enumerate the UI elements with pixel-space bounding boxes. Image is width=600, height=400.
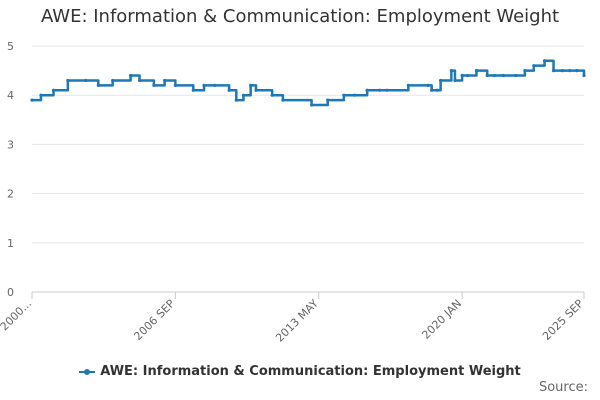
y-tick-label: 1 [7, 237, 14, 250]
y-tick-label: 4 [7, 89, 14, 102]
y-axis: 0 1 2 3 4 5 [7, 40, 14, 299]
data-point[interactable] [449, 69, 453, 73]
y-tick-label: 2 [7, 188, 14, 201]
data-point[interactable] [378, 88, 382, 92]
data-point[interactable] [385, 88, 389, 92]
data-point[interactable] [51, 88, 56, 92]
x-tick-label: 2000... [0, 297, 34, 333]
data-point[interactable] [309, 103, 314, 107]
legend-marker-icon [79, 368, 96, 375]
data-point[interactable] [281, 98, 285, 102]
data-point[interactable] [460, 73, 464, 78]
data-point[interactable] [30, 98, 34, 102]
data-point[interactable] [542, 59, 547, 63]
legend-label: AWE: Information & Communication: Employ… [100, 364, 521, 379]
data-point[interactable] [342, 93, 346, 97]
legend[interactable]: AWE: Information & Communication: Employ… [0, 364, 600, 379]
data-point[interactable] [575, 69, 579, 73]
data-point[interactable] [202, 83, 206, 87]
data-point[interactable] [551, 69, 556, 73]
series-line[interactable] [32, 59, 586, 107]
data-point[interactable] [173, 83, 177, 87]
data-point[interactable] [254, 88, 258, 92]
data-point[interactable] [523, 69, 527, 73]
data-point[interactable] [96, 83, 100, 87]
data-point[interactable] [532, 64, 536, 68]
y-tick-label: 0 [7, 286, 14, 299]
data-point[interactable] [352, 93, 357, 97]
data-point[interactable] [270, 93, 274, 97]
data-point[interactable] [474, 69, 479, 73]
x-tick-label: 2020 JAN [419, 297, 464, 342]
data-point[interactable] [191, 88, 195, 92]
data-point[interactable] [514, 73, 518, 78]
data-point[interactable] [137, 78, 142, 83]
data-point[interactable] [234, 98, 238, 102]
data-point[interactable] [430, 88, 434, 92]
source-label: Source: [538, 380, 588, 395]
data-point[interactable] [163, 78, 167, 83]
data-point[interactable] [365, 88, 369, 92]
data-point[interactable] [66, 78, 70, 83]
y-tick-label: 3 [7, 138, 14, 151]
data-point[interactable] [213, 83, 217, 87]
data-point[interactable] [406, 83, 410, 87]
data-point[interactable] [152, 83, 156, 87]
data-point[interactable] [560, 69, 565, 73]
data-point[interactable] [453, 78, 457, 83]
data-point[interactable] [227, 88, 231, 92]
data-point[interactable] [326, 98, 330, 102]
data-point[interactable] [465, 73, 470, 78]
data-point[interactable] [492, 73, 496, 78]
data-point[interactable] [426, 83, 430, 87]
data-point[interactable] [501, 73, 505, 78]
series-layer [30, 59, 586, 107]
data-point[interactable] [439, 78, 443, 83]
data-point[interactable] [485, 73, 489, 78]
data-point[interactable] [568, 69, 572, 73]
chart-title: AWE: Information & Communication: Employ… [40, 6, 560, 27]
x-tick-label: 2013 MAY [273, 297, 321, 345]
data-point[interactable] [249, 83, 253, 87]
data-point[interactable] [241, 93, 246, 97]
data-point[interactable] [39, 93, 43, 97]
y-tick-label: 5 [7, 40, 14, 53]
data-point[interactable] [435, 88, 439, 92]
grid-layer [32, 45, 584, 293]
x-tick-label: 2006 SEP [131, 297, 177, 343]
data-point[interactable] [84, 78, 88, 83]
x-tick-label: 2025 SEP [540, 297, 586, 343]
data-point[interactable] [111, 78, 115, 83]
data-point[interactable] [582, 73, 586, 78]
x-axis: 2000... 2006 SEP 2013 MAY 2020 JAN 2025 SEP [0, 292, 586, 345]
data-point[interactable] [128, 73, 133, 78]
